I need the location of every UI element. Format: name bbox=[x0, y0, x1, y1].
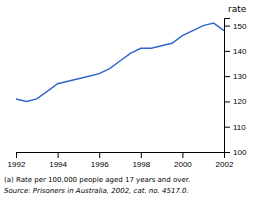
x-tick-mark bbox=[58, 152, 59, 158]
y-tick-label: 120 bbox=[233, 97, 247, 106]
x-tick-mark bbox=[141, 152, 142, 158]
y-tick: 100 bbox=[224, 148, 247, 157]
y-axis-line bbox=[225, 19, 231, 153]
x-tick-label: 1992 bbox=[8, 160, 26, 169]
y-tick-mark bbox=[224, 76, 230, 77]
y-tick-mark bbox=[224, 51, 230, 52]
x-axis-line bbox=[17, 153, 225, 159]
y-tick-label: 150 bbox=[233, 22, 247, 31]
x-tick-label: 1998 bbox=[132, 160, 150, 169]
line bbox=[16, 23, 224, 101]
x-axis: 1992 1994 1996 1998 2000 2002 bbox=[8, 152, 234, 169]
x-tick: 2000 bbox=[174, 152, 192, 169]
plot: 1992199419961998200020021001101201301401… bbox=[8, 19, 247, 169]
x-tick: 1996 bbox=[91, 152, 109, 169]
x-tick-label: 2002 bbox=[216, 160, 234, 169]
y-tick-mark bbox=[224, 152, 230, 153]
y-tick-label: 110 bbox=[233, 123, 246, 132]
chart: 1992199419961998200020021001101201301401… bbox=[0, 0, 256, 202]
x-tick: 1994 bbox=[49, 152, 67, 169]
y-tick: 120 bbox=[224, 97, 247, 106]
footnote: (a) Rate per 100,000 people aged 17 year… bbox=[4, 176, 190, 184]
y-tick-mark bbox=[224, 127, 230, 128]
footnote: Source: Prisoners in Australia, 2002, ca… bbox=[4, 187, 189, 195]
x-tick-label: 1994 bbox=[49, 160, 67, 169]
y-axis: 100 110 120 130 140 150 bbox=[224, 19, 247, 158]
y-tick: 130 bbox=[224, 72, 247, 81]
x-tick: 1998 bbox=[132, 152, 150, 169]
x-tick: 2002 bbox=[216, 152, 234, 169]
y-tick: 110 bbox=[224, 123, 246, 132]
y-tick-label: 130 bbox=[233, 72, 247, 81]
x-tick: 1992 bbox=[8, 152, 26, 169]
y-tick-label: 100 bbox=[233, 148, 247, 157]
x-tick-mark bbox=[182, 152, 183, 158]
y-tick-mark bbox=[224, 101, 230, 102]
x-tick-mark bbox=[99, 152, 100, 158]
x-tick-mark bbox=[16, 152, 17, 158]
y-tick: 150 bbox=[224, 22, 247, 31]
y-tick-label: 140 bbox=[233, 47, 247, 56]
y-axis-title: rate bbox=[228, 4, 247, 14]
marks bbox=[16, 23, 224, 101]
x-tick-label: 2000 bbox=[174, 160, 192, 169]
x-tick-label: 1996 bbox=[91, 160, 109, 169]
y-tick-mark bbox=[224, 26, 230, 27]
y-tick: 140 bbox=[224, 47, 247, 56]
